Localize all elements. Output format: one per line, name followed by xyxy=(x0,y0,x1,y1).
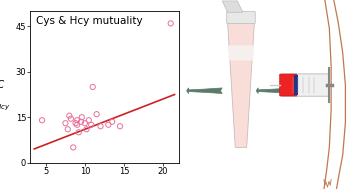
Point xyxy=(62,122,68,125)
Point xyxy=(70,146,76,149)
Point xyxy=(88,123,94,126)
Point xyxy=(74,123,80,126)
Polygon shape xyxy=(222,1,243,12)
Point xyxy=(105,123,111,126)
Polygon shape xyxy=(228,45,254,60)
Point xyxy=(168,22,174,25)
Point xyxy=(68,117,74,120)
FancyBboxPatch shape xyxy=(280,74,297,96)
Point xyxy=(76,131,81,134)
Text: Cys & Hcy mutuality: Cys & Hcy mutuality xyxy=(36,16,143,26)
Point xyxy=(39,119,45,122)
FancyBboxPatch shape xyxy=(293,75,298,95)
Point xyxy=(84,128,89,131)
Point xyxy=(117,125,123,128)
Point xyxy=(79,116,85,119)
Point xyxy=(94,113,100,116)
Polygon shape xyxy=(228,23,254,147)
Point xyxy=(65,128,71,131)
Point xyxy=(109,120,115,123)
Point xyxy=(90,85,96,88)
Point xyxy=(78,120,84,123)
Point xyxy=(66,114,72,117)
Text: $C$: $C$ xyxy=(100,188,109,189)
FancyBboxPatch shape xyxy=(281,74,329,96)
Point xyxy=(98,125,104,128)
Text: $C$: $C$ xyxy=(0,78,5,90)
FancyBboxPatch shape xyxy=(227,11,255,24)
Text: $\mathit{Hcy}$: $\mathit{Hcy}$ xyxy=(0,102,11,112)
Point xyxy=(82,122,88,125)
Point xyxy=(86,119,92,122)
Point xyxy=(73,122,79,125)
Point xyxy=(74,119,80,122)
